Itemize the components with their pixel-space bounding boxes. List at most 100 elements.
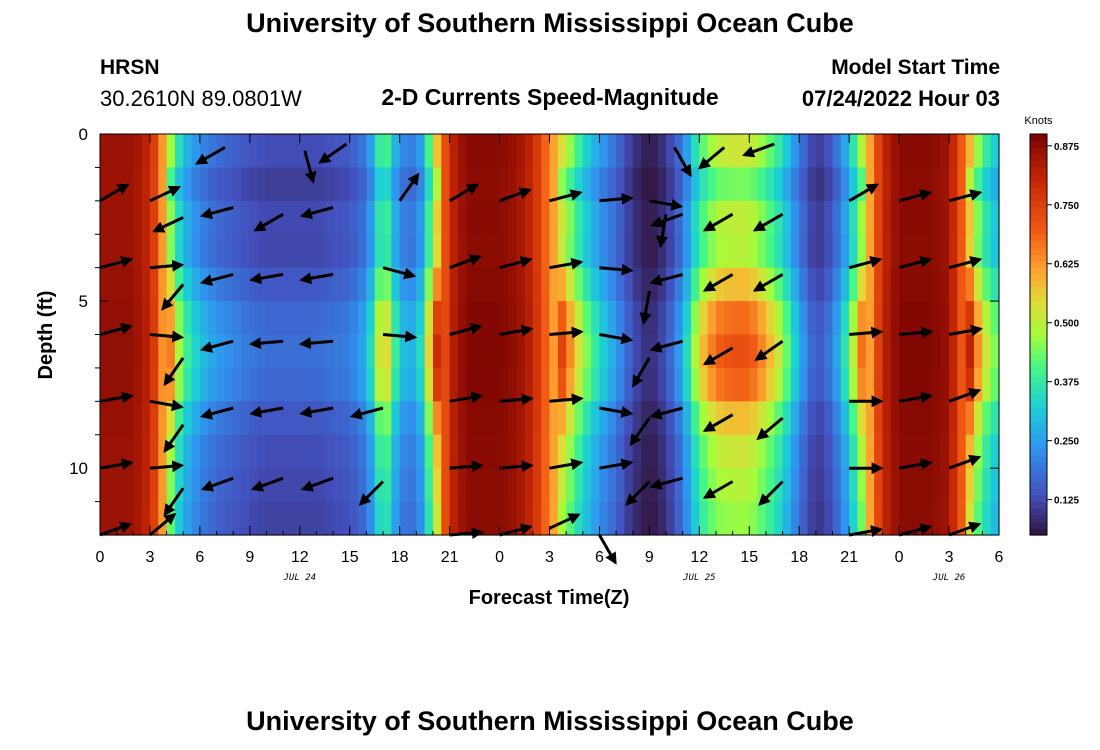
heatmap-cell — [316, 200, 326, 235]
heatmap-cell — [241, 367, 251, 402]
colorbar-swatch — [1030, 354, 1047, 362]
heatmap-cell — [432, 167, 442, 202]
current-vectors — [99, 142, 983, 565]
heatmap-cell — [724, 134, 734, 169]
heatmap-cell — [790, 234, 800, 269]
current-vector — [948, 324, 983, 337]
heatmap-cell — [865, 267, 875, 302]
heatmap-cell — [100, 434, 109, 469]
heatmap-cell — [108, 367, 118, 402]
heatmap-cell — [258, 501, 268, 536]
heatmap-cell — [233, 468, 243, 503]
heatmap-cell — [116, 468, 126, 503]
heatmap-cell — [199, 434, 209, 469]
heatmap-cell — [915, 401, 925, 436]
heatmap-cell — [915, 334, 925, 369]
heatmap-cell — [982, 200, 992, 235]
heatmap-cell — [691, 200, 700, 235]
heatmap-cell — [607, 334, 617, 369]
colorbar-swatch — [1030, 187, 1047, 195]
heatmap-cell — [624, 134, 634, 169]
heatmap-cell — [641, 234, 650, 269]
heatmap-cell — [965, 267, 975, 302]
heatmap-cell — [674, 434, 684, 469]
heatmap-cell — [557, 334, 567, 369]
heatmap-cell — [532, 167, 542, 202]
heatmap-cell — [358, 334, 367, 369]
heatmap-cell — [283, 200, 293, 235]
heatmap-cell — [366, 301, 376, 336]
current-vector — [599, 406, 634, 418]
current-vector — [499, 256, 533, 270]
heatmap-cell — [707, 468, 717, 503]
heatmap-cell — [774, 267, 784, 302]
heatmap-cell — [965, 234, 975, 269]
heatmap-cell — [482, 200, 492, 235]
heatmap-cell — [666, 167, 675, 202]
current-vector — [398, 172, 420, 202]
heatmap-cell — [807, 301, 817, 336]
current-vector — [632, 357, 651, 388]
heatmap-cell — [116, 401, 126, 436]
heatmap-cell — [366, 401, 376, 436]
heatmap-cell — [607, 468, 617, 503]
heatmap-cell — [949, 301, 958, 336]
heatmap-cell — [907, 401, 917, 436]
heatmap-cell — [333, 367, 342, 402]
heatmap-cell — [832, 200, 842, 235]
heatmap-cell — [383, 401, 392, 436]
heatmap-cell — [657, 234, 667, 269]
colorbar-swatch — [1030, 468, 1047, 476]
heatmap-cell — [899, 267, 909, 302]
heatmap-cell — [582, 234, 592, 269]
heatmap-cell — [591, 434, 601, 469]
heatmap-cell — [374, 401, 384, 436]
heatmap-cell — [899, 301, 909, 336]
heatmap-cell — [974, 167, 983, 202]
heatmap-cell — [557, 134, 567, 169]
heatmap-cell — [366, 367, 376, 402]
heatmap-cell — [183, 234, 193, 269]
heatmap-cell — [224, 234, 234, 269]
colorbar-swatch — [1030, 414, 1047, 422]
heatmap-cell — [466, 334, 476, 369]
heatmap-cell — [740, 134, 750, 169]
heatmap-cell — [349, 501, 359, 536]
heatmap-cell — [208, 434, 218, 469]
heatmap-cell — [266, 501, 276, 536]
heatmap-cell — [341, 200, 351, 235]
heatmap-cell — [682, 234, 692, 269]
heatmap-cell — [432, 468, 442, 503]
heatmap-cell — [865, 167, 875, 202]
heatmap-cell — [757, 234, 767, 269]
heatmap-cell — [882, 134, 892, 169]
current-vector — [99, 391, 134, 404]
heatmap-cell — [566, 401, 576, 436]
heatmap-cell — [715, 434, 725, 469]
heatmap-cell — [507, 167, 517, 202]
colorbar-swatch — [1030, 301, 1047, 309]
heatmap-cell — [699, 468, 709, 503]
current-vector — [599, 332, 634, 345]
model-start-value: 07/24/2022 Hour 03 — [801, 86, 1000, 111]
heatmap-cell — [932, 468, 942, 503]
heatmap-cell — [516, 200, 526, 235]
heatmap-cell — [649, 434, 659, 469]
current-vector — [673, 146, 692, 178]
heatmap-cell — [158, 167, 168, 202]
heatmap-cell — [599, 367, 609, 402]
heatmap-cell — [599, 334, 609, 369]
heatmap-cell — [616, 334, 626, 369]
heatmap-cell — [541, 234, 551, 269]
heatmap-cell — [482, 234, 492, 269]
heatmap-cell — [108, 167, 118, 202]
heatmap-cell — [358, 468, 367, 503]
heatmap-cell — [399, 267, 409, 302]
heatmap-cell — [241, 200, 251, 235]
heatmap-cell — [216, 401, 226, 436]
current-vector — [848, 256, 883, 270]
heatmap-cell — [882, 200, 892, 235]
heatmap-cell — [274, 501, 284, 536]
heatmap-cell — [482, 301, 492, 336]
heatmap-cell — [249, 401, 259, 436]
